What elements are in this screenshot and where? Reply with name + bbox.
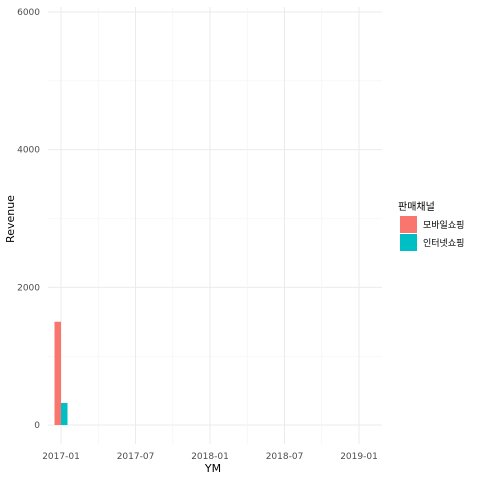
legend-key-internet	[400, 234, 417, 251]
x-tick-label: 2018-01	[191, 452, 229, 462]
legend-key-mobile	[400, 216, 417, 233]
legend-title: 판매채널	[398, 201, 435, 213]
y-tick-label: 6000	[17, 8, 40, 18]
bar-internet-2017-01	[61, 402, 68, 425]
x-axis-ticks: 2017-01 2017-07 2018-01 2018-07 2019-01	[42, 452, 378, 462]
y-tick-label: 0	[34, 421, 40, 431]
x-tick-label: 2019-01	[340, 452, 378, 462]
bars	[54, 321, 68, 425]
bar-mobile-2017-01	[54, 321, 61, 425]
legend: 판매채널 모바일쇼핑 인터넷쇼핑	[398, 201, 464, 251]
x-tick-label: 2017-01	[42, 452, 80, 462]
legend-label-internet: 인터넷쇼핑	[423, 238, 464, 249]
legend-label-mobile: 모바일쇼핑	[423, 220, 464, 231]
y-axis-ticks: 0 2000 4000 6000	[17, 8, 40, 431]
grid	[48, 7, 382, 444]
x-tick-label: 2018-07	[266, 452, 304, 462]
y-tick-label: 4000	[17, 146, 40, 156]
y-tick-label: 2000	[17, 283, 40, 293]
x-axis-title: YM	[204, 462, 221, 475]
x-tick-label: 2017-07	[117, 452, 155, 462]
y-axis-title: Revenue	[4, 195, 17, 243]
